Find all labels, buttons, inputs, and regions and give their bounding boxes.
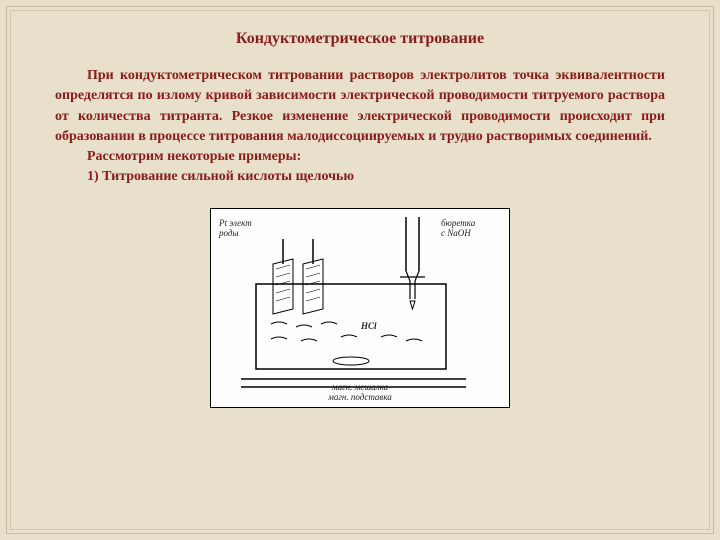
- diagram-container: Pt электроды бюреткас NaOH HCl магн. меш…: [55, 208, 665, 408]
- diagram-svg: [211, 209, 511, 409]
- label-electrodes: Pt электроды: [219, 219, 274, 239]
- paragraph-1: При кондуктометрическом титровании раств…: [55, 66, 665, 147]
- paragraph-3: 1) Титрование сильной кислоты щелочью: [55, 167, 665, 187]
- label-burette: бюреткас NaOH: [441, 219, 501, 239]
- slide-content: Кондуктометрическое титрование При конду…: [55, 30, 665, 408]
- label-hcl: HCl: [361, 322, 377, 332]
- label-stirrer: магн. мешалкамагн. подставка: [211, 383, 509, 403]
- paragraph-2: Рассмотрим некоторые примеры:: [55, 147, 665, 167]
- page-title: Кондуктометрическое титрование: [55, 30, 665, 48]
- titration-diagram: Pt электроды бюреткас NaOH HCl магн. меш…: [210, 208, 510, 408]
